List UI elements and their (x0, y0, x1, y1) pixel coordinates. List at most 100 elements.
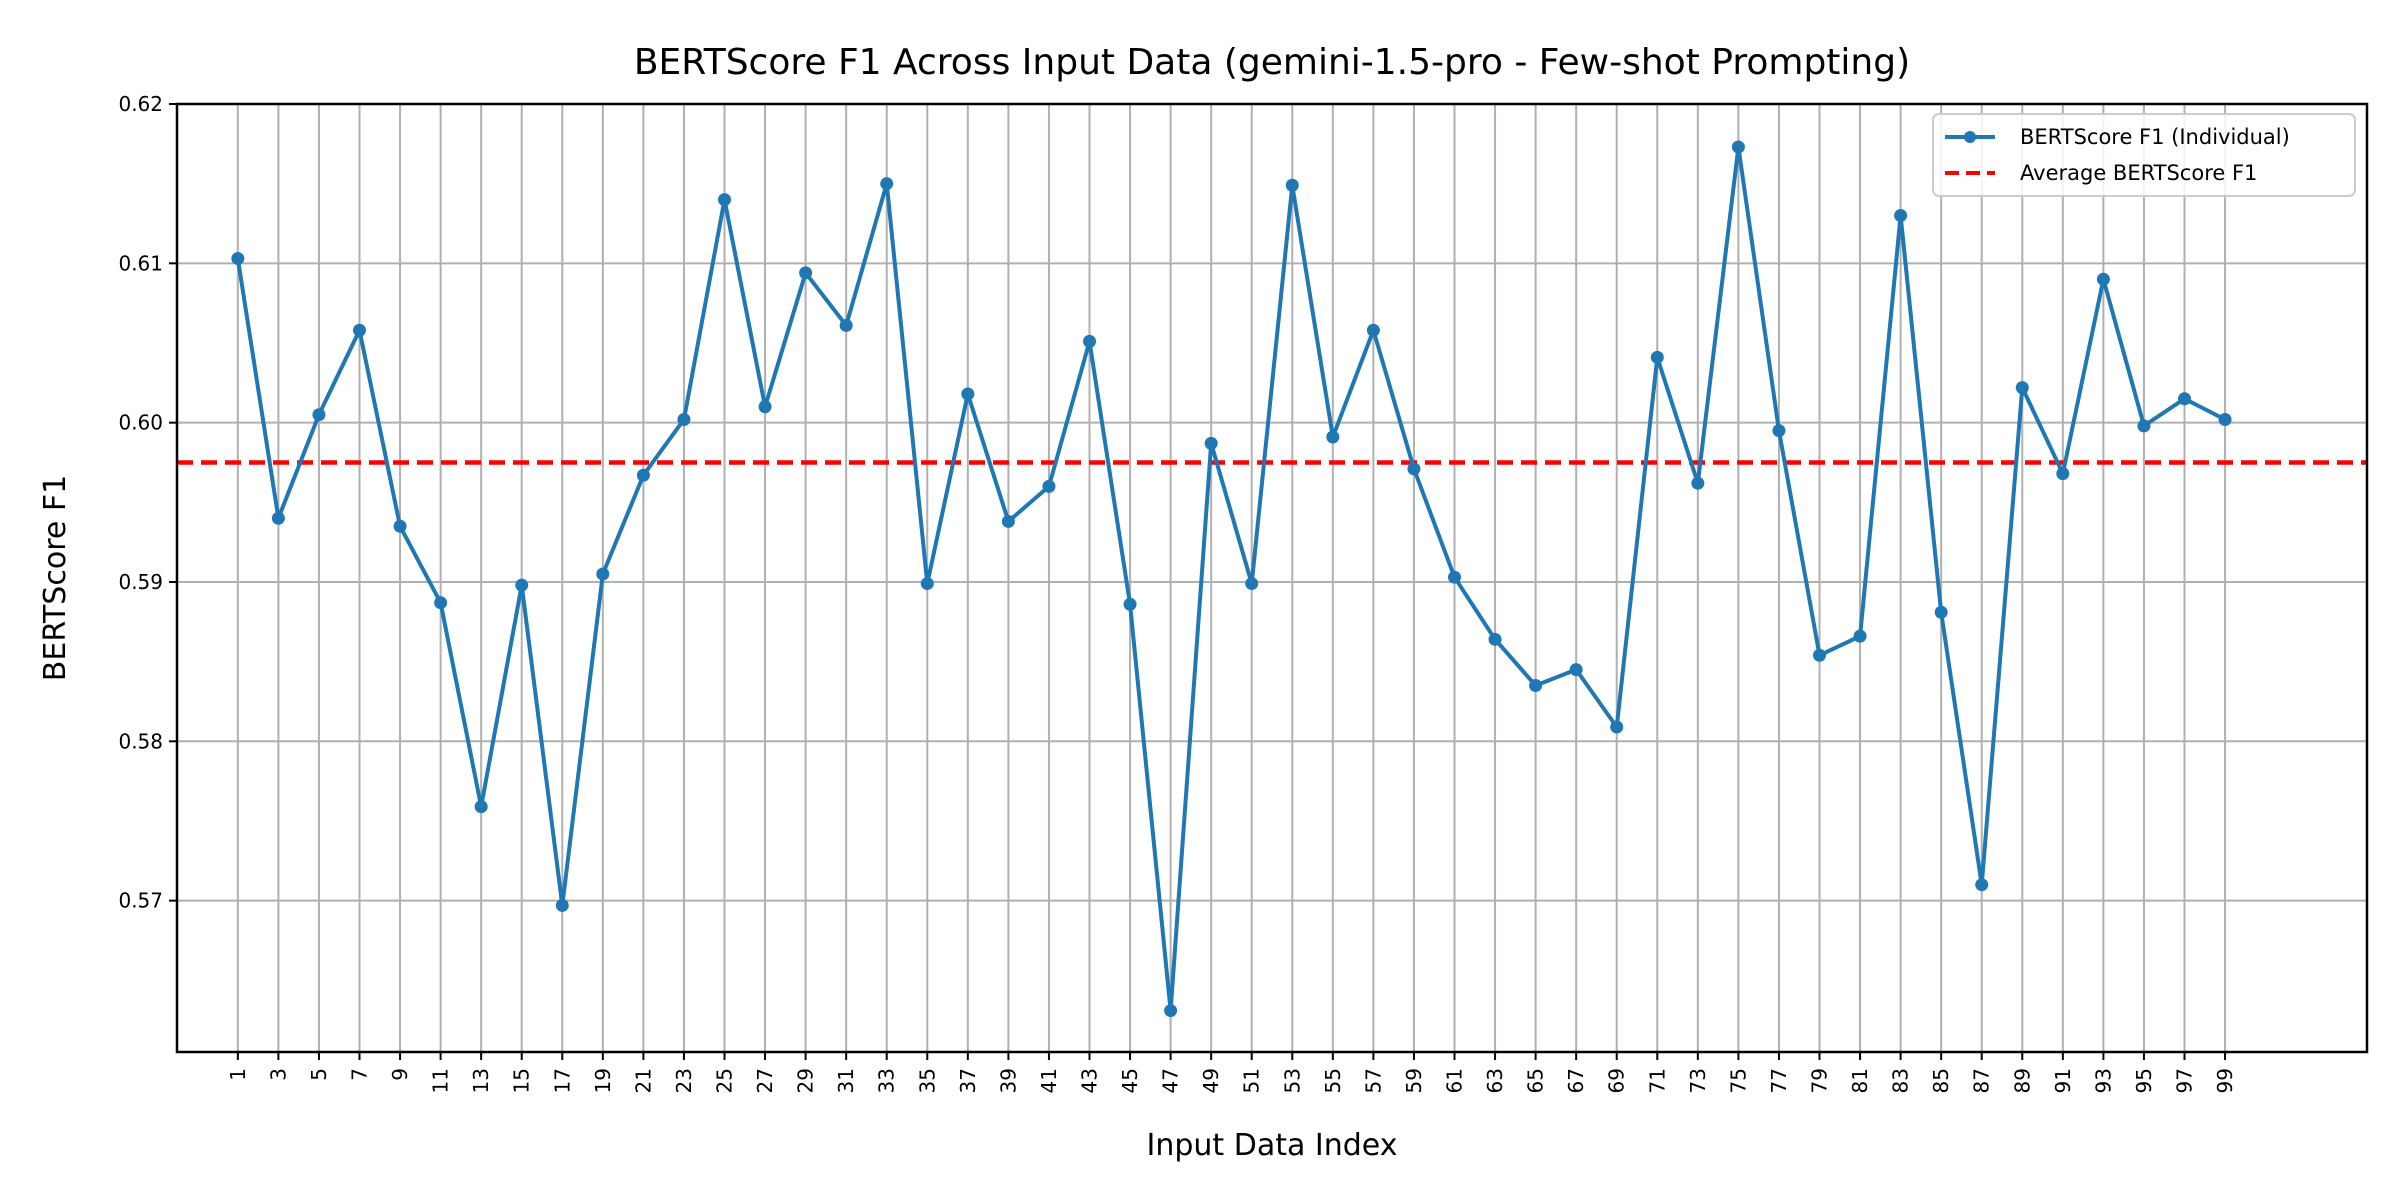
data-point (1691, 476, 1705, 490)
x-tick-label: 13 (469, 1068, 493, 1093)
data-point (1083, 334, 1096, 348)
data-point (1894, 209, 1908, 223)
x-tick-label: 23 (672, 1068, 696, 1093)
x-tick-label: 71 (1645, 1068, 1669, 1093)
data-point (1934, 605, 1948, 619)
x-tick-label: 79 (1808, 1068, 1832, 1093)
data-point (677, 412, 691, 426)
x-tick-label: 63 (1483, 1068, 1507, 1093)
x-tick-label: 55 (1321, 1068, 1345, 1093)
x-tick-label: 5 (307, 1068, 331, 1081)
data-point (2015, 381, 2029, 395)
x-tick-label: 17 (550, 1068, 574, 1093)
y-tick-label: 0.57 (118, 889, 163, 913)
x-tick-label: 19 (591, 1068, 615, 1093)
data-point (1245, 577, 1259, 591)
x-tick-label: 75 (1726, 1068, 1750, 1093)
data-point (1569, 663, 1583, 677)
x-tick-label: 29 (794, 1068, 818, 1093)
legend-series-label: BERTScore F1 (Individual) (2020, 125, 2290, 149)
data-point (1366, 323, 1380, 337)
data-point (1407, 462, 1421, 476)
data-point (2096, 272, 2110, 286)
x-tick-label: 33 (875, 1068, 899, 1093)
x-tick-label: 81 (1848, 1068, 1872, 1093)
data-point (961, 387, 975, 401)
data-point (1042, 479, 1056, 493)
data-point (1123, 597, 1137, 611)
x-tick-label: 9 (388, 1068, 412, 1081)
data-point (1326, 430, 1340, 444)
data-point (2178, 392, 2191, 406)
legend-average-label: Average BERTScore F1 (2020, 161, 2257, 185)
x-tick-label: 87 (1970, 1068, 1994, 1093)
data-point (1650, 350, 1664, 364)
data-point (758, 400, 772, 414)
data-point (1975, 878, 1989, 892)
legend-series-marker (1964, 131, 1976, 143)
x-tick-label: 45 (1118, 1068, 1142, 1093)
x-tick-label: 61 (1443, 1068, 1467, 1093)
data-point (1853, 629, 1867, 643)
y-tick-label: 0.62 (118, 92, 163, 116)
x-tick-label: 3 (266, 1068, 290, 1081)
data-point (1164, 1004, 1178, 1018)
data-point (271, 511, 285, 525)
y-tick-label: 0.58 (118, 729, 163, 753)
data-point (555, 898, 569, 912)
data-point (1001, 514, 1015, 528)
x-tick-label: 51 (1240, 1068, 1264, 1093)
x-tick-label: 93 (2091, 1068, 2115, 1093)
data-point (353, 323, 366, 337)
data-point (1813, 648, 1826, 662)
data-point (799, 266, 813, 280)
x-tick-label: 53 (1280, 1068, 1304, 1093)
data-point (1488, 632, 1502, 646)
data-point (2056, 467, 2070, 481)
data-point (636, 468, 650, 482)
data-point (596, 567, 610, 581)
x-tick-label: 21 (631, 1068, 655, 1093)
x-tick-label: 69 (1605, 1068, 1629, 1093)
data-point (880, 177, 894, 191)
data-point (474, 800, 488, 814)
data-point (1610, 720, 1624, 734)
x-tick-label: 27 (753, 1068, 777, 1093)
x-tick-label: 57 (1361, 1068, 1385, 1093)
data-point (839, 318, 853, 332)
x-tick-label: 35 (915, 1068, 939, 1093)
x-tick-label: 1 (226, 1068, 250, 1081)
x-tick-label: 97 (2173, 1068, 2197, 1093)
x-tick-label: 65 (1524, 1068, 1548, 1093)
chart-title: BERTScore F1 Across Input Data (gemini-1… (634, 42, 1910, 83)
data-point (515, 578, 529, 592)
legend: BERTScore F1 (Individual) Average BERTSc… (1932, 113, 2356, 197)
x-tick-label: 15 (510, 1068, 534, 1093)
x-tick-label: 95 (2132, 1068, 2156, 1093)
x-tick-label: 89 (2010, 1068, 2034, 1093)
data-point (1731, 140, 1745, 154)
x-tick-label: 85 (1929, 1068, 1953, 1093)
x-tick-label: 43 (1078, 1068, 1102, 1093)
x-axis-ticks: 1 3 5 7 9 11 13 15 17 19 21 23 25 27 29 31 33 35 37 39 41 43 4… (226, 1052, 2237, 1093)
data-point (1204, 436, 1218, 450)
data-point (920, 577, 934, 591)
x-axis-label: Input Data Index (1147, 1128, 1398, 1163)
x-tick-label: 11 (429, 1068, 453, 1093)
x-tick-label: 83 (1889, 1068, 1913, 1093)
x-tick-label: 41 (1037, 1068, 1061, 1093)
y-axis-label: BERTScore F1 (38, 475, 73, 681)
x-tick-label: 49 (1199, 1068, 1223, 1093)
data-point (1772, 424, 1786, 438)
x-tick-label: 7 (348, 1068, 372, 1081)
x-tick-label: 77 (1767, 1068, 1791, 1093)
x-tick-label: 73 (1686, 1068, 1710, 1093)
data-point (1285, 178, 1299, 192)
data-point (1448, 570, 1461, 584)
x-tick-label: 59 (1402, 1068, 1426, 1093)
data-point (312, 408, 326, 422)
x-tick-label: 47 (1159, 1068, 1183, 1093)
y-axis-ticks: 0.57 0.58 0.59 0.60 0.61 0.62 (118, 92, 177, 913)
x-tick-label: 67 (1564, 1068, 1588, 1093)
